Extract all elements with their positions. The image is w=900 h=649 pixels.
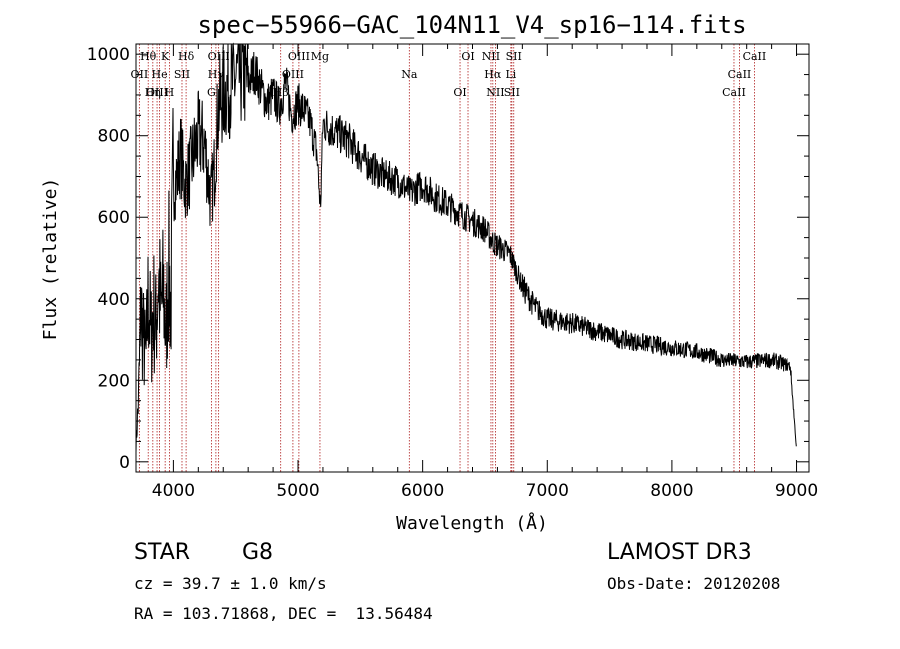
y-tick-label: 0 <box>119 453 130 473</box>
x-tick-label: 6000 <box>401 481 444 501</box>
reference-line-label: NII <box>486 86 504 99</box>
reference-line-label: CaII <box>743 50 767 63</box>
reference-line-label: K <box>161 50 170 63</box>
reference-lines <box>138 44 755 472</box>
reference-line-label: Na <box>401 68 418 81</box>
reference-line-label: SII <box>506 50 522 63</box>
reference-line-label: H <box>165 86 175 99</box>
reference-line-label: Hη <box>145 86 161 99</box>
reference-line-label: Hθ <box>140 50 157 63</box>
reference-line-label: Mg <box>311 50 329 63</box>
reference-line-label: CaII <box>728 68 752 81</box>
y-tick-label: 1000 <box>87 45 130 65</box>
reference-line-label: NII <box>482 50 500 63</box>
reference-line-label: OIII <box>208 50 230 63</box>
reference-line-label: OI <box>461 50 474 63</box>
y-tick-label: 800 <box>98 127 130 147</box>
x-tick-label: 4000 <box>152 481 195 501</box>
y-axis-label: Flux (relative) <box>40 178 61 341</box>
reference-line-label: Hγ <box>208 68 225 81</box>
reference-line-label: OIII <box>288 50 310 63</box>
x-axis-label: Wavelength (Å) <box>396 512 548 534</box>
y-tick-label: 400 <box>98 290 130 310</box>
reference-line-label: OI <box>453 86 466 99</box>
x-tick-label: 7000 <box>526 481 569 501</box>
axis-ticks: 4000 5000 6000 7000 8000 9000 0 200 400 600 800 100… <box>87 44 818 501</box>
flux-series-line <box>135 42 797 453</box>
reference-line-label: CaII <box>722 86 746 99</box>
reference-labels: HθOIIOIIIKHeHηHδSIIHOIIIHγGOIIIOIIIHβMgN… <box>131 50 767 99</box>
reference-line-label: SII <box>174 68 190 81</box>
object-subclass: G8 <box>242 540 274 565</box>
x-tick-label: 9000 <box>775 481 818 501</box>
coordinates: RA = 103.71868, DEC = 13.56484 <box>134 604 433 623</box>
reference-line-label: He <box>152 68 168 81</box>
object-class: STAR <box>134 540 191 565</box>
reference-line-label: Hα <box>484 68 502 81</box>
chart-title: spec−55966−GAC_104N11_V4_sp16−114.fits <box>197 11 746 39</box>
reference-line-label: SII <box>504 86 520 99</box>
plot-frame <box>135 43 810 473</box>
survey-name: LAMOST DR3 <box>607 540 752 565</box>
y-tick-label: 200 <box>98 371 130 391</box>
reference-line-label: G <box>207 86 216 99</box>
y-tick-label: 600 <box>98 208 130 228</box>
reference-line-label: Hδ <box>178 50 195 63</box>
x-tick-label: 8000 <box>650 481 693 501</box>
x-tick-label: 5000 <box>276 481 319 501</box>
observation-date: Obs-Date: 20120208 <box>607 574 781 593</box>
redshift-velocity: cz = 39.7 ± 1.0 km/s <box>134 574 327 593</box>
reference-line-label: OIII <box>146 86 168 99</box>
reference-line-label: Li <box>505 68 516 81</box>
